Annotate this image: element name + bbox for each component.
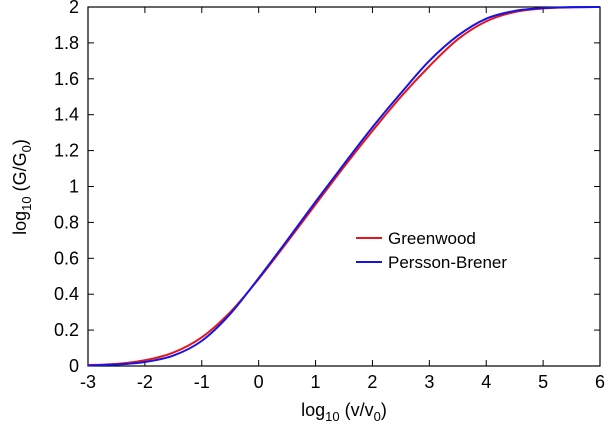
x-axis-label-tail: ) [381,400,387,420]
x-tick-label: -1 [194,372,210,392]
x-tick-label: -3 [80,372,96,392]
x-axis-label-rest: (v/v [340,400,374,420]
series-lines [87,6,601,367]
y-axis-label-base: log [10,211,30,235]
y-axis-label-sub2: 0 [19,145,34,152]
x-tick-label: 6 [595,372,605,392]
y-tick-label: 0 [69,356,79,376]
y-tick-label: 0.8 [54,212,79,232]
x-tick-label: 0 [254,372,264,392]
y-axis-label-sub: 10 [19,196,34,210]
y-tick-label: 1 [69,177,79,197]
x-axis-label: log10 (v/v0) [301,400,387,424]
y-tick-label: 0.2 [54,320,79,340]
x-axis-label-sub: 10 [325,409,339,424]
x-tick-label: 3 [424,372,434,392]
x-tick-label: -2 [137,372,153,392]
x-tick-label: 5 [538,372,548,392]
x-tick-label: 4 [481,372,491,392]
axis-ticks [87,6,601,367]
x-tick-label: 2 [367,372,377,392]
y-axis-label-rest: (G/G [10,152,30,196]
y-tick-label: 1.2 [54,141,79,161]
y-axis-label: log10 (G/G0) [10,139,34,235]
y-tick-label: 1.8 [54,33,79,53]
y-tick-label: 0.4 [54,284,79,304]
x-axis-label-sub2: 0 [374,409,381,424]
x-axis-label-base: log [301,400,325,420]
legend: Greenwood Persson-Brener [356,229,507,272]
x-tick-label: 1 [311,372,321,392]
series-line-persson-brener [87,6,601,367]
y-tick-label: 2 [69,0,79,17]
y-tick-label: 1.6 [54,69,79,89]
series-line-greenwood [87,6,601,367]
legend-label-persson-brener: Persson-Brener [388,253,507,272]
y-tick-label: 0.6 [54,248,79,268]
y-tick-label: 1.4 [54,105,79,125]
legend-label-greenwood: Greenwood [388,229,476,248]
plot-frame [87,6,601,367]
tick-labels: -3 -2 -1 0 1 2 3 4 5 6 0 0.2 0.4 0.6 0.8 1 1.2 1.4 1.6 1.8 2 [54,0,605,392]
y-axis-label-tail: ) [10,139,30,145]
